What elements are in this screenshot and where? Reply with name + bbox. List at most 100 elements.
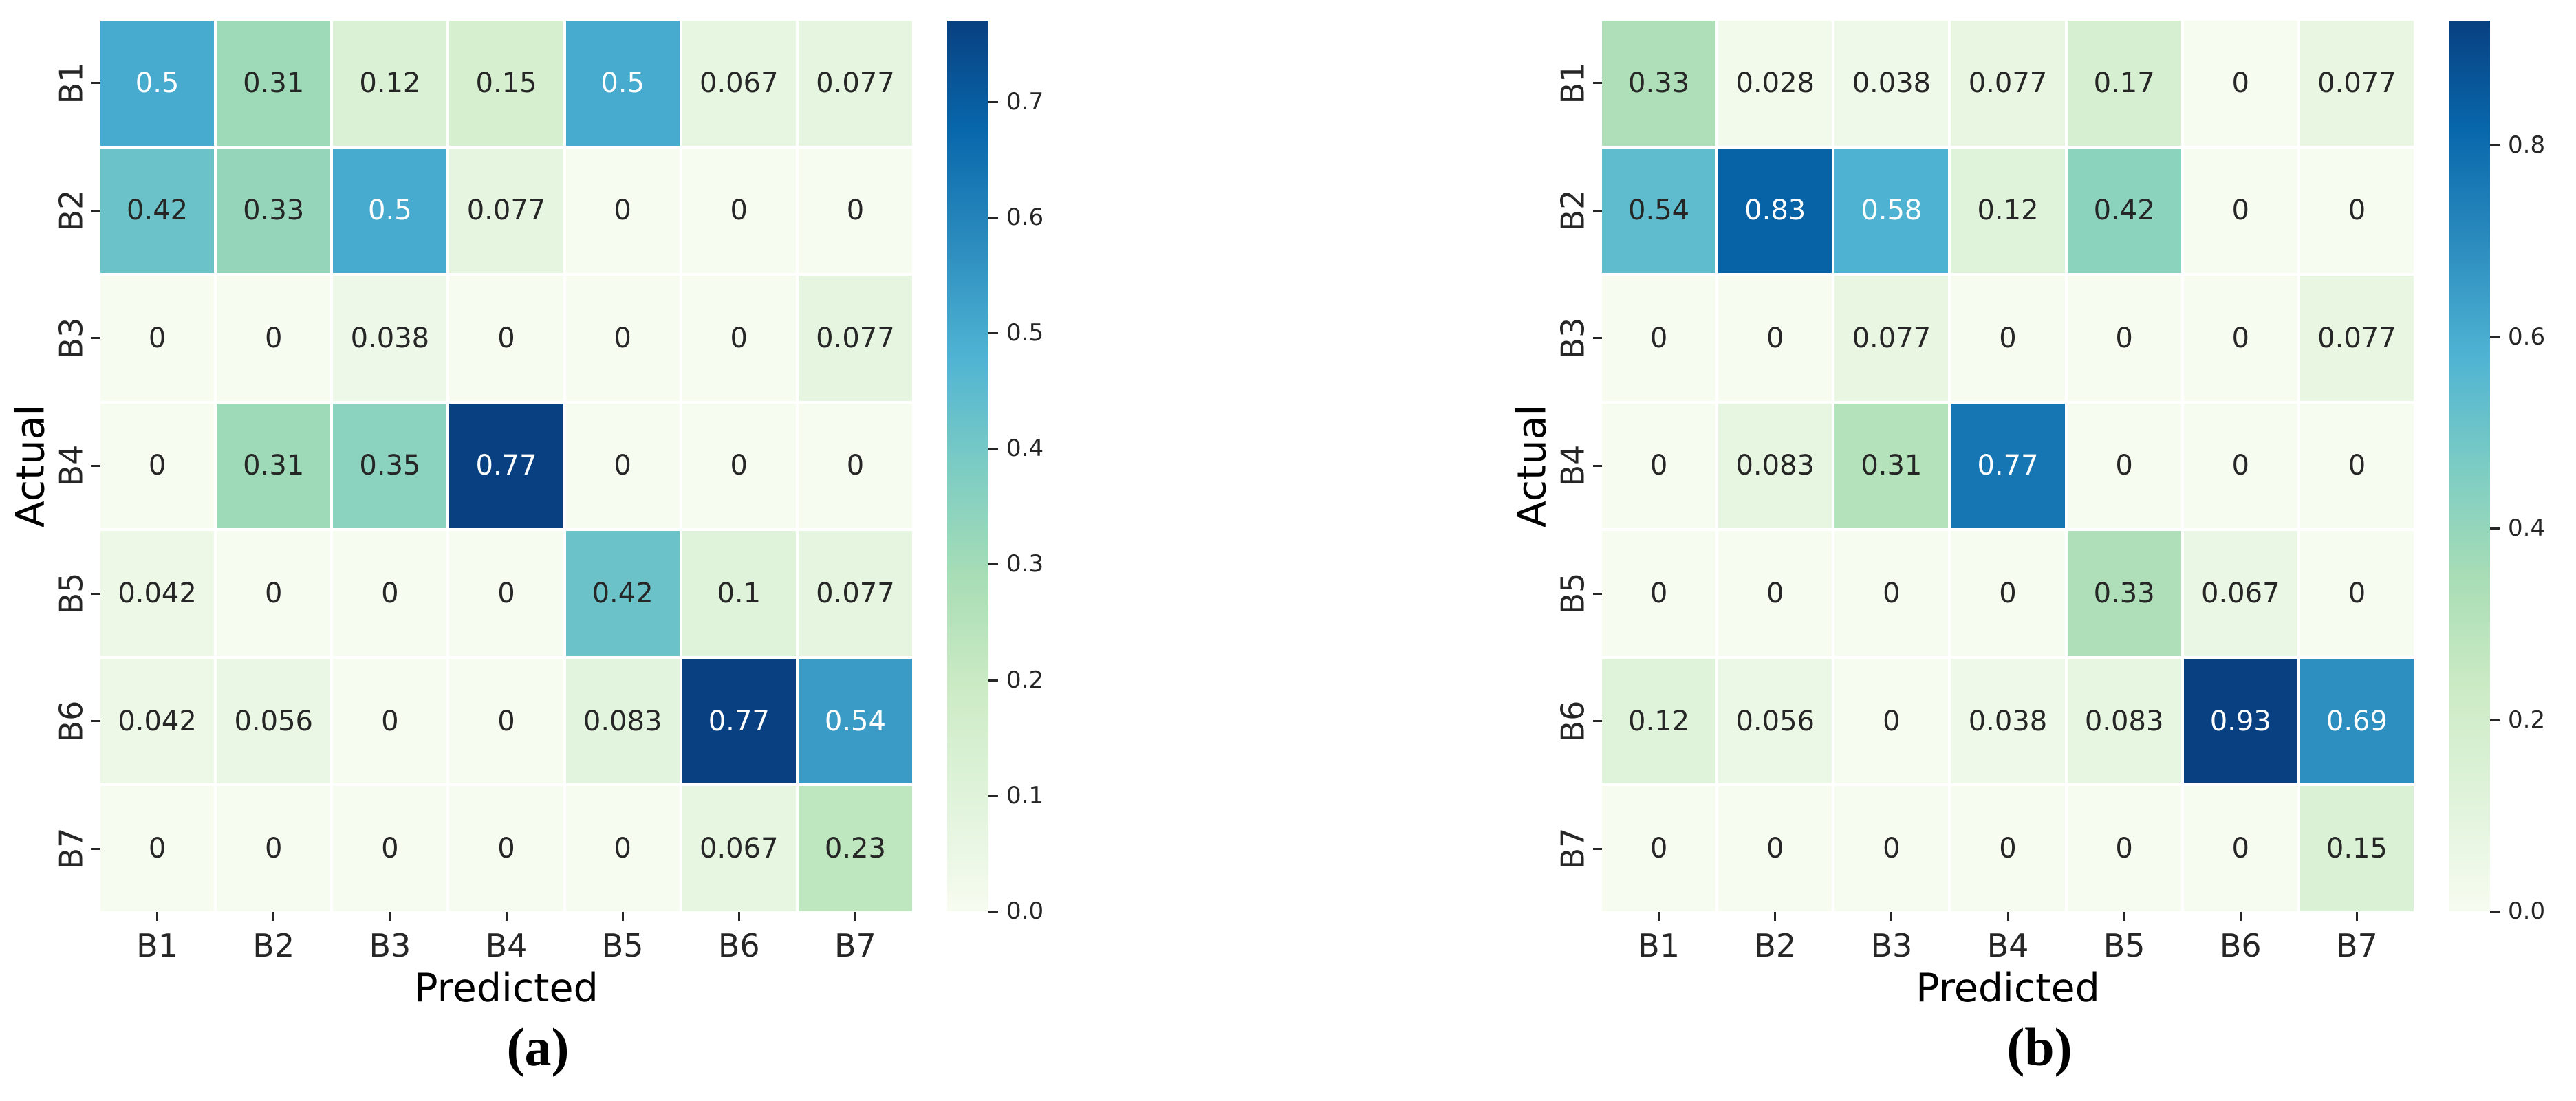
heatmap-cell: 0.077 — [2299, 21, 2414, 146]
y-tick-label-text: B1 — [52, 62, 90, 105]
heatmap-cell: 0 — [333, 786, 447, 911]
y-tick-mark — [91, 337, 100, 340]
heatmap-cell: 0 — [2067, 276, 2181, 401]
heatmap-cell: 0 — [565, 403, 680, 529]
cell-value: 0 — [497, 578, 515, 610]
cell-value: 0.5 — [368, 195, 412, 227]
cell-value: 0 — [497, 705, 515, 737]
heatmap-cell: 0.077 — [449, 148, 563, 274]
cell-value: 0 — [381, 705, 399, 737]
cell-value: 0.23 — [824, 833, 886, 865]
heatmap-cell: 0 — [217, 276, 331, 401]
heatmap-cell: 0 — [100, 403, 215, 529]
cell-value: 0 — [730, 450, 748, 482]
heatmap-cell: 0.5 — [333, 148, 447, 274]
y-tick-label-text: B4 — [1554, 445, 1592, 487]
x-tick-mark — [2006, 912, 2009, 921]
x-tick-mark — [389, 912, 391, 921]
y-tick-mark — [91, 592, 100, 595]
cell-value: 0 — [846, 195, 865, 227]
y-tick-label-text: B2 — [1554, 189, 1592, 232]
cell-value: 0 — [1883, 578, 1901, 610]
colorbar-tick-label: 0.8 — [2508, 131, 2546, 160]
heatmap-cell: 0.067 — [682, 21, 796, 146]
heatmap-cell: 0.58 — [1834, 148, 1949, 274]
cell-value: 0 — [730, 195, 748, 227]
x-tick-mark — [621, 912, 624, 921]
cell-value: 0.042 — [118, 705, 197, 737]
y-tick-mark — [1593, 82, 1602, 85]
heatmap-cell: 0.77 — [449, 403, 563, 529]
heatmap-cell: 0 — [1834, 658, 1949, 784]
heatmap-cell: 0 — [1718, 276, 1832, 401]
cell-value: 0.077 — [816, 322, 895, 354]
cell-value: 0 — [381, 833, 399, 865]
panel-a: Actual B1 B2 B3 B4 B5 B6 B7 0.5 0.31 0.12 0.15 0.5… — [8, 21, 1044, 1077]
y-tick-label-text: B5 — [1554, 572, 1592, 615]
cell-value: 0.31 — [1861, 450, 1923, 482]
heatmap-cell: 0.077 — [798, 21, 912, 146]
cell-value: 0.067 — [700, 833, 779, 865]
heatmap-cell: 0.067 — [2183, 531, 2297, 656]
cell-value: 0.077 — [816, 67, 895, 99]
y-tick-mark — [1593, 847, 1602, 850]
heatmap-cell: 0 — [217, 531, 331, 656]
heatmap-cell: 0 — [333, 531, 447, 656]
cell-value: 0 — [264, 578, 283, 610]
x-tick-label: B4 — [485, 927, 528, 964]
cell-value: 0 — [730, 322, 748, 354]
x-tick-mark — [2123, 912, 2125, 921]
heatmap-cell: 0.42 — [100, 148, 215, 274]
heatmap-cell: 0 — [565, 276, 680, 401]
cell-value: 0 — [614, 450, 631, 482]
colorbar-tick-label: 0.4 — [1006, 435, 1044, 463]
heatmap-cell: 0 — [2299, 148, 2414, 274]
x-axis-label: Predicted — [414, 966, 598, 1011]
heatmap-cell: 0.77 — [1951, 403, 2065, 529]
cell-value: 0.93 — [2209, 705, 2271, 737]
heatmap-cell: 0.33 — [1602, 21, 1716, 146]
x-tick-mark — [156, 912, 159, 921]
heatmap-cell: 0 — [1602, 403, 1716, 529]
y-tick-label-text: B2 — [52, 189, 90, 232]
heatmap-cell: 0.31 — [217, 21, 331, 146]
cell-value: 0.54 — [1628, 195, 1690, 227]
x-tick-label: B7 — [834, 927, 876, 964]
x-tick-label: B1 — [1638, 927, 1680, 964]
heatmap-cell: 0.31 — [217, 403, 331, 529]
colorbar-tick-label: 0.3 — [1006, 550, 1044, 578]
cell-value: 0 — [264, 833, 283, 865]
heatmap-cell: 0 — [449, 531, 563, 656]
y-tick-mark — [91, 465, 100, 467]
cell-value: 0.77 — [475, 450, 537, 482]
y-tick-label: B4 — [1552, 404, 1592, 529]
y-tick-marks — [91, 21, 100, 911]
heatmap-cell: 0.1 — [682, 531, 796, 656]
x-tick-mark — [272, 912, 275, 921]
heatmap-cell: 0.54 — [798, 658, 912, 784]
heatmap-cell: 0.93 — [2183, 658, 2297, 784]
colorbar-tick-mark — [2490, 527, 2500, 530]
y-tick-label: B6 — [51, 659, 91, 784]
cell-value: 0.077 — [1968, 67, 2048, 99]
heatmap-cell: 0 — [1951, 276, 2065, 401]
heatmap-cell: 0.12 — [333, 21, 447, 146]
heatmap-cell: 0.083 — [2067, 658, 2181, 784]
y-tick-label-text: B3 — [1554, 317, 1592, 360]
y-tick-label: B3 — [51, 276, 91, 401]
y-tick-mark — [91, 847, 100, 850]
y-tick-label-text: B7 — [1554, 827, 1592, 870]
cell-value: 0 — [2115, 450, 2133, 482]
heatmap-cell: 0.15 — [2299, 786, 2414, 911]
x-tick-label: B2 — [1754, 927, 1797, 964]
cell-value: 0.33 — [2093, 578, 2155, 610]
heatmap-cell: 0 — [1602, 276, 1716, 401]
heatmap-cell: 0 — [798, 403, 912, 529]
colorbar-tick-mark — [988, 216, 998, 219]
cell-value: 0.31 — [243, 450, 305, 482]
y-tick-label: B7 — [51, 786, 91, 911]
x-tick-label: B3 — [369, 927, 411, 964]
heatmap-cell: 0.077 — [798, 276, 912, 401]
cell-value: 0.12 — [1977, 195, 2039, 227]
y-tick-label-text: B1 — [1554, 62, 1592, 105]
